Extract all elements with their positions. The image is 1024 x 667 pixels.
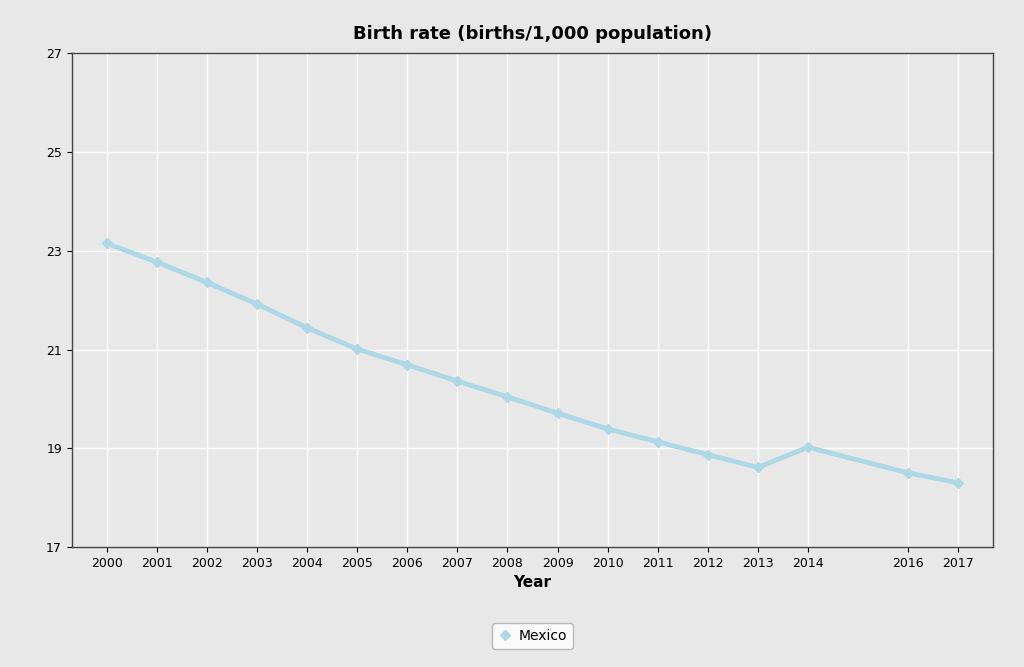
Title: Birth rate (births/1,000 population): Birth rate (births/1,000 population) bbox=[353, 25, 712, 43]
X-axis label: Year: Year bbox=[513, 575, 552, 590]
Legend: Mexico: Mexico bbox=[493, 624, 572, 648]
